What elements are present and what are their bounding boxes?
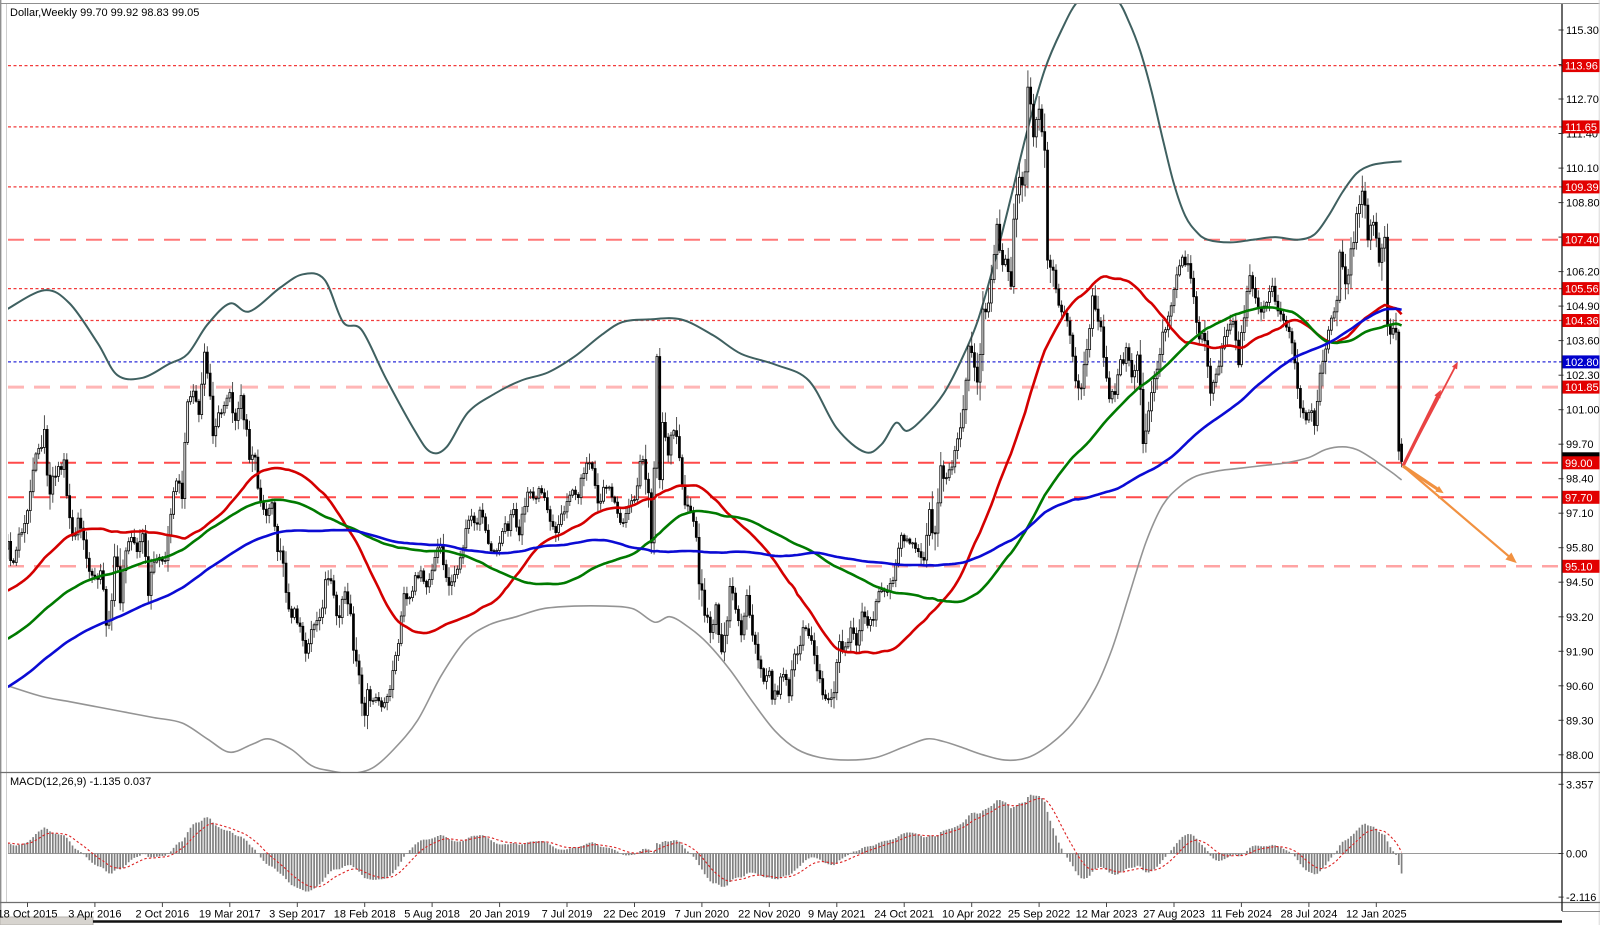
- level-label-text: 107.40: [1565, 235, 1599, 247]
- date-label: 12 Mar 2023: [1076, 909, 1138, 921]
- level-label-text: 101.85: [1565, 382, 1599, 394]
- price-tick-label: 115.30: [1566, 25, 1599, 37]
- date-label: 22 Dec 2019: [603, 909, 665, 921]
- level-label-text: 105.56: [1565, 284, 1599, 296]
- price-tick-label: 103.60: [1566, 336, 1600, 348]
- arrow-shaft-3[interactable]: [1402, 465, 1512, 559]
- level-label-text: 99.00: [1565, 458, 1593, 470]
- macd-label: MACD(12,26,9) -1.135 0.037: [10, 776, 151, 788]
- scrollbar[interactable]: [0, 911, 1600, 925]
- macd-pane: [8, 794, 1562, 892]
- price-tick-label: 104.90: [1566, 301, 1600, 313]
- price-tick-label: 94.50: [1566, 577, 1594, 589]
- moving-averages: [8, 275, 1403, 689]
- date-label: 19 Mar 2017: [199, 909, 261, 921]
- level-label-box[interactable]: [1562, 559, 1600, 573]
- level-label-box[interactable]: [1562, 490, 1600, 504]
- macd-histogram: [8, 794, 1403, 892]
- level-label-box[interactable]: [1562, 314, 1600, 327]
- price-tick-label: 108.80: [1566, 198, 1600, 210]
- arrow-head-1[interactable]: [1451, 361, 1458, 370]
- level-label-text: 113.96: [1565, 61, 1598, 73]
- arrow-head-3[interactable]: [1505, 552, 1517, 564]
- candle-wicks: [8, 70, 1403, 730]
- arrow-shaft-1[interactable]: [1402, 365, 1457, 467]
- price-tick-label: 95.80: [1566, 543, 1594, 555]
- date-label: 3 Apr 2016: [68, 909, 121, 921]
- date-label: 7 Jul 2019: [542, 909, 593, 921]
- price-tick-label: 93.20: [1566, 612, 1594, 624]
- level-label-box[interactable]: [1562, 233, 1600, 247]
- ma-line-150: [8, 307, 1402, 689]
- level-label-box[interactable]: [1562, 282, 1600, 296]
- trend-arrows[interactable]: [1401, 361, 1517, 564]
- price-tick-label: 97.10: [1566, 508, 1594, 520]
- date-label: 18 Oct 2015: [0, 909, 57, 921]
- date-label: 11 Feb 2024: [1211, 909, 1272, 921]
- ma-line-50: [8, 275, 1403, 655]
- price-tick-label: 101.00: [1566, 405, 1600, 417]
- price-tick-label: 98.40: [1566, 474, 1594, 486]
- bearish-candles: [9, 86, 1403, 716]
- price-tick-label: 112.70: [1566, 94, 1599, 106]
- price-tick-label: 106.20: [1566, 267, 1600, 279]
- price-tick-label: 110.10: [1566, 163, 1599, 175]
- price-tick-label: 102.30: [1566, 370, 1600, 382]
- level-label-text: 95.10: [1565, 561, 1593, 573]
- level-label-text: 109.39: [1565, 182, 1599, 194]
- level-label-box[interactable]: [1562, 380, 1600, 394]
- price-tick-label: 88.00: [1566, 750, 1594, 762]
- level-label-text: 97.70: [1565, 492, 1593, 504]
- level-label-box[interactable]: [1562, 120, 1600, 134]
- date-label: 27 Aug 2023: [1143, 909, 1205, 921]
- price-tick-label: 90.60: [1566, 681, 1594, 693]
- date-label: 22 Nov 2020: [738, 909, 800, 921]
- chart-title: Dollar,Weekly 99.70 99.92 98.83 99.05: [10, 7, 199, 19]
- bollinger-lower-line: [8, 445, 1403, 772]
- current-price-marker: [1562, 452, 1600, 460]
- level-price-labels[interactable]: 113.96 111.65 109.39 107.40 105.56 104.36 102.…: [1562, 59, 1600, 573]
- date-label: 5 Aug 2018: [404, 909, 460, 921]
- date-label: 28 Jul 2024: [1280, 909, 1337, 921]
- bollinger-upper-line: [8, 4, 1402, 455]
- date-label: 9 May 2021: [808, 909, 865, 921]
- level-label-text: 102.80: [1565, 357, 1599, 369]
- arrow-head-2[interactable]: [1435, 486, 1444, 494]
- date-label: 12 Jan 2025: [1346, 909, 1407, 921]
- price-tick-label: 99.70: [1566, 439, 1594, 451]
- date-label: 25 Sep 2022: [1008, 909, 1070, 921]
- price-tick-label: 91.90: [1566, 646, 1594, 658]
- level-label-box[interactable]: [1562, 59, 1600, 73]
- level-label-text: 104.36: [1565, 316, 1599, 328]
- macd-axis[interactable]: 3.357 0.00 -2.116: [1558, 779, 1597, 904]
- date-label: 3 Sep 2017: [269, 909, 325, 921]
- level-label-box[interactable]: [1562, 355, 1600, 369]
- date-label: 2 Oct 2016: [135, 909, 189, 921]
- bullish-candles: [8, 86, 1395, 716]
- date-label: 24 Oct 2021: [874, 909, 934, 921]
- date-label: 20 Jan 2019: [469, 909, 530, 921]
- date-label: 7 Jun 2020: [675, 909, 729, 921]
- bollinger-bands: [8, 4, 1403, 772]
- pane-frames: [0, 4, 1600, 911]
- date-label: 18 Feb 2018: [334, 909, 396, 921]
- macd-tick-label: 3.357: [1566, 779, 1594, 791]
- date-label: 10 Apr 2022: [942, 909, 1001, 921]
- level-label-text: 111.65: [1565, 122, 1597, 134]
- time-axis[interactable]: 18 Oct 2015 3 Apr 2016 2 Oct 2016 19 Mar 20…: [0, 902, 1407, 921]
- macd-tick-label: 0.00: [1566, 849, 1587, 861]
- macd-tick-label: -2.116: [1566, 892, 1596, 904]
- level-label-box[interactable]: [1562, 456, 1600, 470]
- ma-line-100: [8, 306, 1403, 640]
- price-tick-label: 89.30: [1566, 715, 1594, 727]
- candles-layer: [8, 70, 1403, 730]
- level-label-box[interactable]: [1562, 180, 1600, 194]
